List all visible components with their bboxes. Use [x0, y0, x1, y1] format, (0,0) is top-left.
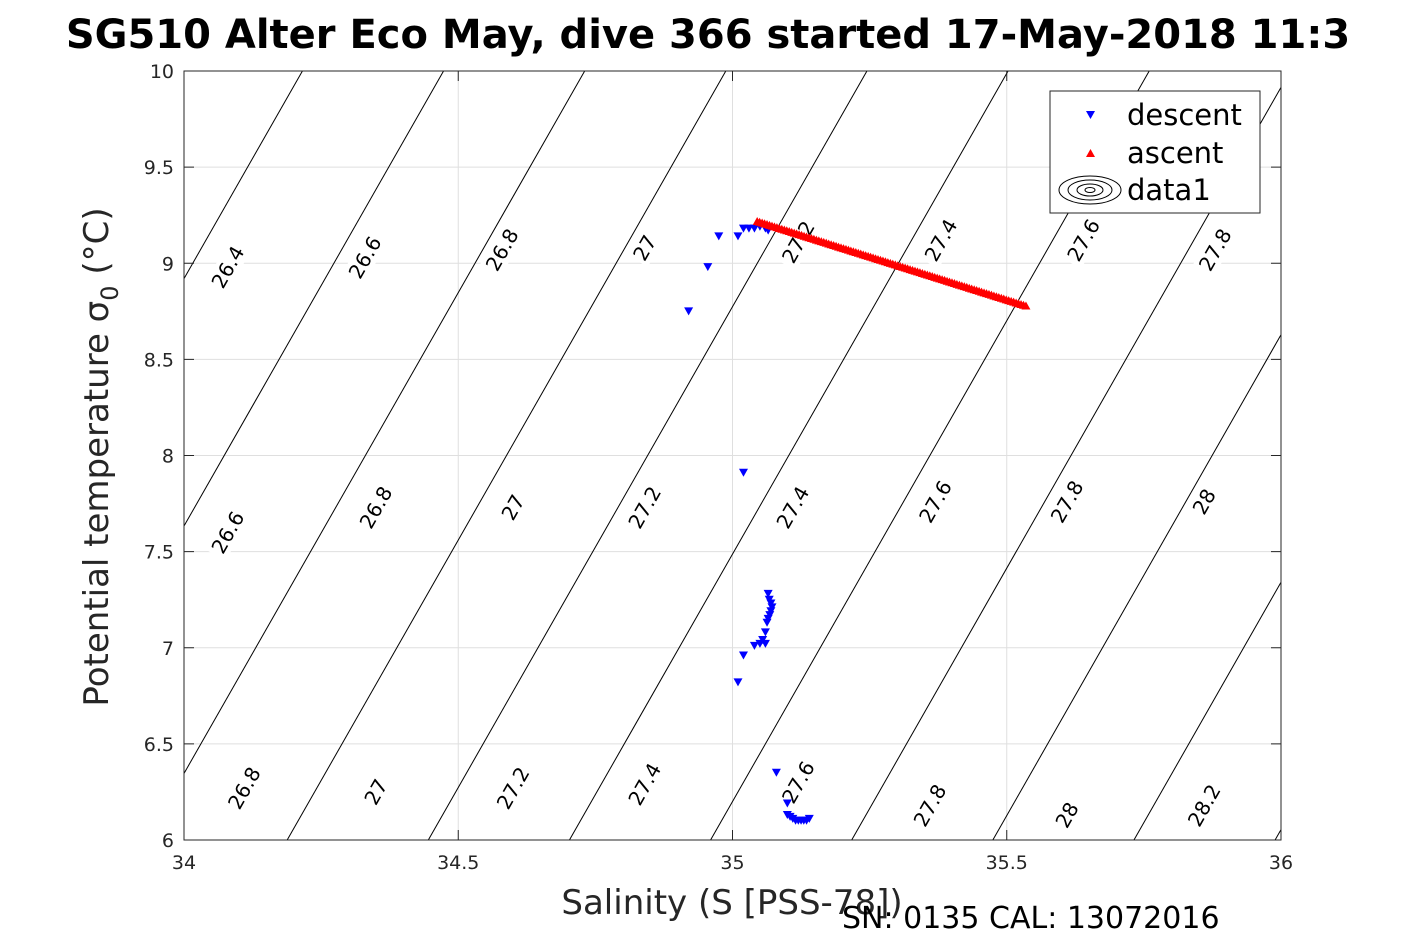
descent-point	[804, 814, 814, 823]
x-tick-label: 34.5	[437, 852, 479, 874]
x-tick-label: 34	[172, 852, 196, 874]
y-tick-label: 7.5	[144, 542, 174, 564]
legend: descent ascent data1	[1049, 90, 1261, 214]
y-tick-label: 10	[150, 61, 174, 83]
y-tick-label: 9.5	[144, 157, 174, 179]
x-tick-label: 35.5	[986, 852, 1028, 874]
legend-descent-marker	[1086, 111, 1095, 119]
footer-serial-cal: SN: 0135 CAL: 13072016	[842, 901, 1220, 936]
axis-ticks: 34 34.5 35 35.5 36 6 6.5 7 7.5 8 8.5 9 9.5 10	[144, 61, 1293, 874]
descent-point	[703, 263, 713, 272]
isopycnal-line	[1133, 581, 1281, 840]
descent-series	[684, 222, 814, 825]
y-tick-label: 8	[162, 446, 174, 468]
chart-title: SG510 Alter Eco May, dive 366 started 17…	[66, 12, 1350, 58]
descent-point	[749, 224, 759, 233]
descent-point	[733, 232, 743, 241]
y-axis-label: Potential temperature σ0 (°C)	[77, 207, 124, 706]
y-tick-label: 6.5	[144, 734, 174, 756]
y-axis-label-main: Potential temperature σ	[77, 301, 117, 707]
descent-point	[714, 232, 724, 241]
grid	[184, 71, 1281, 840]
contour-label: 27.2	[489, 759, 537, 817]
y-tick-label: 6	[162, 830, 174, 852]
y-tick-label: 8.5	[144, 349, 174, 371]
descent-point	[749, 641, 759, 650]
isopycnal-line	[427, 71, 868, 840]
descent-point	[760, 628, 770, 637]
legend-box	[1049, 90, 1261, 214]
ascent-point	[1021, 301, 1031, 310]
x-axis-label: Salinity (S [PSS-78])	[561, 883, 902, 923]
legend-data1-label: data1	[1127, 173, 1211, 207]
legend-contour-icon	[1058, 175, 1122, 205]
isopycnal-line	[184, 71, 586, 775]
descent-point	[762, 618, 772, 627]
descent-point	[763, 589, 773, 598]
descent-point	[738, 651, 748, 660]
y-tick-label: 9	[162, 253, 174, 275]
descent-point	[738, 468, 748, 477]
isopycnal-line	[992, 333, 1281, 840]
legend-descent-label: descent	[1127, 98, 1242, 132]
y-axis-label-unit: (°C)	[77, 207, 117, 285]
y-tick-label: 7	[162, 638, 174, 660]
x-tick-label: 35	[720, 852, 744, 874]
descent-point	[782, 799, 792, 808]
descent-point	[771, 768, 781, 777]
descent-point	[684, 307, 694, 316]
isopycnal-line	[184, 71, 444, 528]
descent-point	[733, 678, 743, 687]
legend-ascent-marker	[1086, 149, 1095, 157]
isopycnal-line	[286, 71, 727, 840]
legend-ascent-label: ascent	[1127, 136, 1223, 170]
isopycnal-line	[184, 71, 303, 280]
y-axis-label-subscript: 0	[96, 285, 124, 300]
isopycnal-line	[569, 71, 1009, 840]
ascent-series	[752, 216, 1031, 310]
x-tick-label: 36	[1269, 852, 1293, 874]
